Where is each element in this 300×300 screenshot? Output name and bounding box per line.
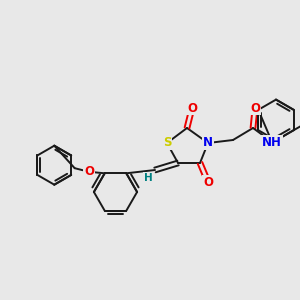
Text: O: O xyxy=(203,176,213,188)
Text: O: O xyxy=(250,101,260,115)
Text: H: H xyxy=(144,173,152,183)
Text: NH: NH xyxy=(262,136,282,148)
Text: S: S xyxy=(163,136,171,149)
Text: O: O xyxy=(187,101,197,115)
Text: O: O xyxy=(84,165,94,178)
Text: N: N xyxy=(203,136,213,149)
